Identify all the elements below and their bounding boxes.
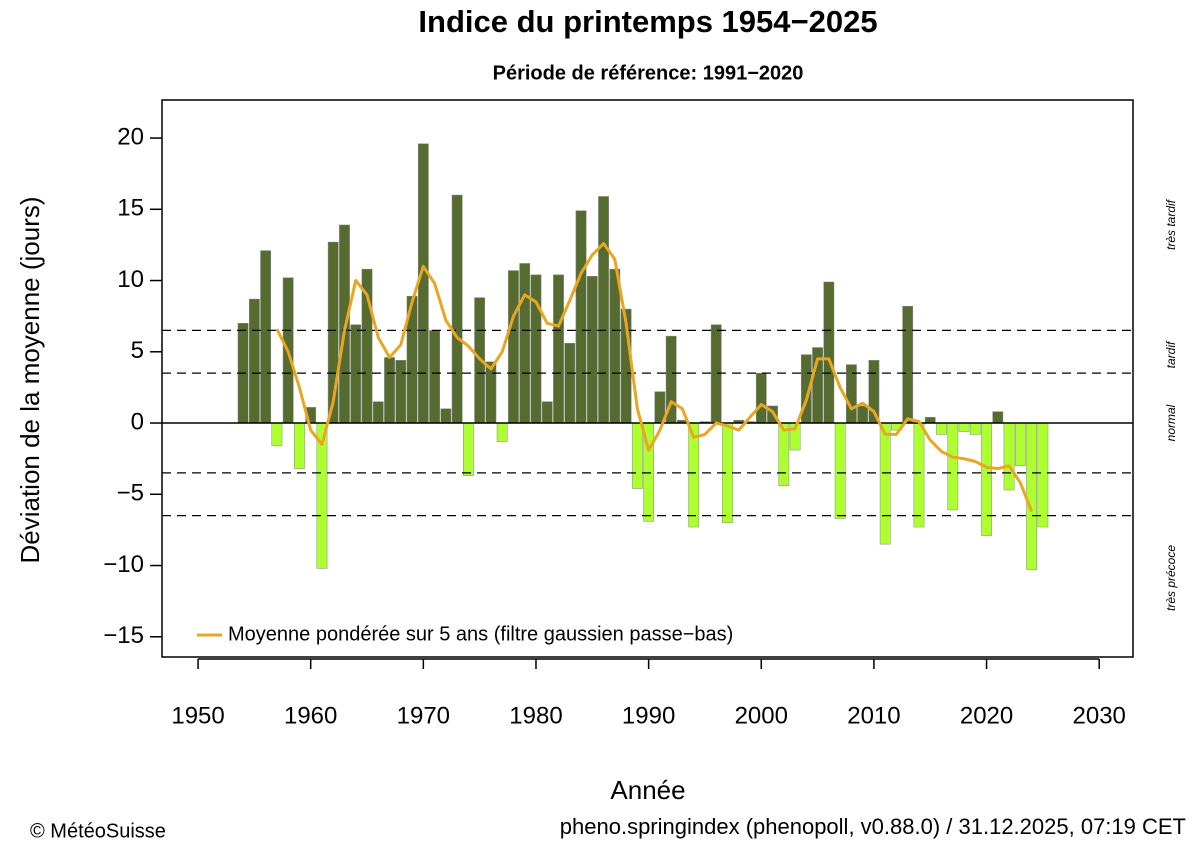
bar (755, 372, 767, 424)
y-tick-label: 10 (117, 266, 144, 293)
bar (936, 422, 947, 435)
bar (508, 270, 519, 424)
bar (710, 324, 722, 424)
bar (981, 422, 992, 536)
x-tick-label: 1980 (509, 702, 562, 729)
bar (1014, 422, 1026, 467)
bar (429, 330, 440, 424)
y-tick-label: −10 (103, 551, 144, 578)
bar (294, 422, 305, 469)
bar (631, 422, 643, 489)
bar (564, 342, 576, 424)
bar (598, 196, 609, 424)
x-tick-label: 2030 (1073, 702, 1126, 729)
bar (519, 263, 531, 424)
zone-label: très précoce (1164, 545, 1178, 611)
x-axis-label: Année (610, 775, 685, 805)
smoothed-line (275, 242, 1033, 512)
bar (586, 276, 598, 424)
x-tick-label: 1970 (397, 702, 450, 729)
x-tick-label: 1950 (171, 702, 224, 729)
source: pheno.springindex (phenopoll, v0.88.0) /… (560, 814, 1186, 839)
bar (879, 422, 891, 545)
bar (271, 422, 283, 447)
bar (575, 210, 587, 424)
legend-label: Moyenne pondérée sur 5 ans (filtre gauss… (228, 623, 733, 645)
bar (350, 324, 362, 424)
zone-label: très tardif (1164, 198, 1178, 250)
x-tick-label: 1990 (622, 702, 675, 729)
bar (530, 274, 542, 424)
bar (541, 401, 553, 424)
bar (372, 401, 384, 424)
bar (1026, 422, 1038, 571)
x-tick-label: 2020 (960, 702, 1013, 729)
bar (823, 281, 835, 424)
bar (1003, 422, 1015, 491)
bar (463, 422, 474, 477)
x-tick-label: 1960 (284, 702, 337, 729)
bar (834, 422, 846, 519)
bar (417, 143, 429, 424)
bar (451, 194, 463, 424)
bar (947, 422, 959, 511)
y-tick-label: −5 (117, 480, 144, 507)
chart-title: Indice du printemps 1954−2025 (418, 4, 877, 39)
bar (778, 422, 790, 486)
x-tick-label: 2010 (847, 702, 900, 729)
y-tick-label: −15 (103, 622, 144, 649)
bar (395, 360, 407, 424)
bar (260, 250, 272, 424)
bar (609, 268, 621, 424)
bar (485, 361, 497, 424)
bar (384, 357, 395, 424)
y-axis-label: Déviation de la moyenne (jours) (15, 196, 45, 563)
bar (958, 422, 970, 432)
bar (496, 422, 508, 442)
bar (553, 274, 564, 424)
y-tick-label: 5 (131, 337, 144, 364)
chart-subtitle: Période de référence: 1991−2020 (493, 62, 804, 84)
bar (924, 417, 936, 424)
bar (992, 411, 1004, 424)
plot-frame (161, 99, 1134, 658)
bar (440, 408, 452, 424)
x-tick-label: 2000 (735, 702, 788, 729)
bar (969, 422, 981, 435)
bar (857, 405, 869, 424)
y-tick-label: 0 (131, 408, 144, 435)
bar (913, 422, 925, 528)
y-tick-label: 15 (117, 195, 144, 222)
credit: © MétéoSuisse (30, 820, 166, 842)
y-tick-label: 20 (117, 123, 144, 150)
bar (1037, 422, 1049, 528)
zone-label: tardif (1164, 340, 1178, 368)
bar (902, 305, 914, 424)
zone-label: normal (1164, 404, 1178, 441)
bar (248, 298, 260, 424)
